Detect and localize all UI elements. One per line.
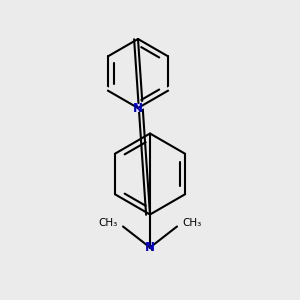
Text: CH₃: CH₃ xyxy=(182,218,202,228)
Text: N: N xyxy=(145,241,155,254)
Text: CH₃: CH₃ xyxy=(98,218,118,228)
Text: N: N xyxy=(133,101,143,115)
